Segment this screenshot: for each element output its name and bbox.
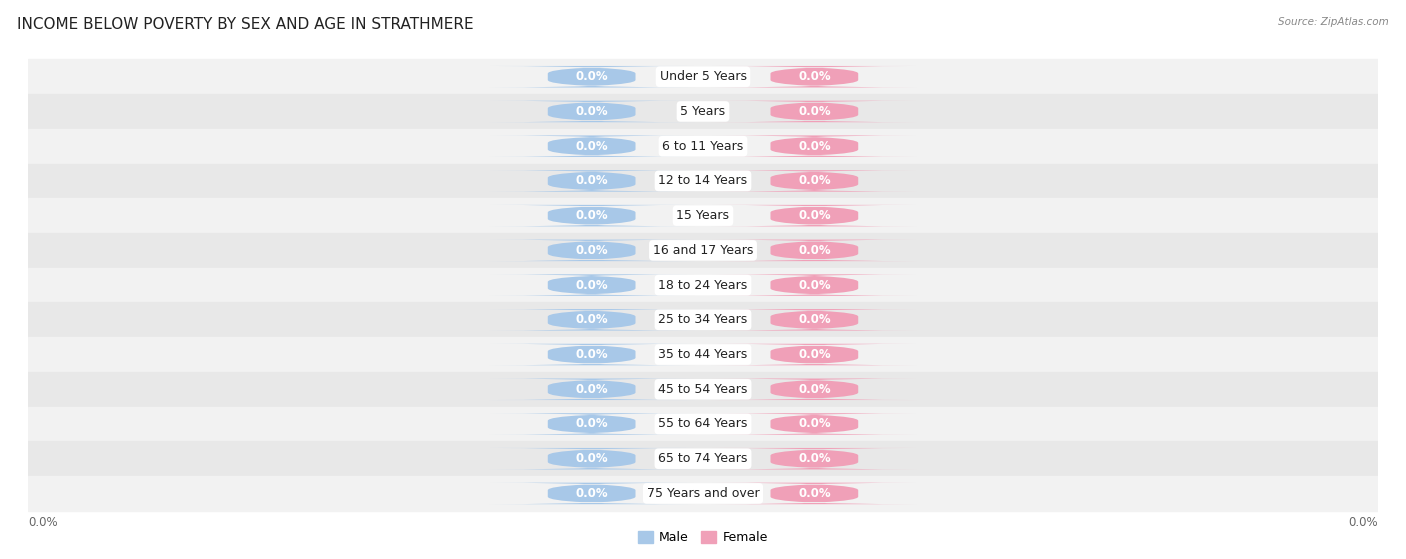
- Text: 0.0%: 0.0%: [799, 313, 831, 326]
- Bar: [28, 372, 1378, 406]
- FancyBboxPatch shape: [711, 205, 917, 226]
- FancyBboxPatch shape: [489, 482, 695, 504]
- Text: INCOME BELOW POVERTY BY SEX AND AGE IN STRATHMERE: INCOME BELOW POVERTY BY SEX AND AGE IN S…: [17, 17, 474, 32]
- Bar: [28, 268, 1378, 302]
- Bar: [28, 406, 1378, 442]
- Text: 0.0%: 0.0%: [799, 70, 831, 83]
- Bar: [28, 129, 1378, 164]
- FancyBboxPatch shape: [711, 378, 917, 400]
- Text: 0.0%: 0.0%: [799, 278, 831, 292]
- Text: 0.0%: 0.0%: [575, 487, 607, 500]
- Text: 65 to 74 Years: 65 to 74 Years: [658, 452, 748, 465]
- FancyBboxPatch shape: [711, 240, 917, 261]
- Text: Under 5 Years: Under 5 Years: [659, 70, 747, 83]
- Text: 0.0%: 0.0%: [575, 278, 607, 292]
- Text: 35 to 44 Years: 35 to 44 Years: [658, 348, 748, 361]
- Text: 0.0%: 0.0%: [575, 70, 607, 83]
- Bar: [28, 442, 1378, 476]
- Text: 0.0%: 0.0%: [575, 383, 607, 396]
- Text: 0.0%: 0.0%: [575, 313, 607, 326]
- Text: 0.0%: 0.0%: [799, 209, 831, 222]
- FancyBboxPatch shape: [489, 309, 695, 330]
- Legend: Male, Female: Male, Female: [633, 526, 773, 549]
- FancyBboxPatch shape: [711, 274, 917, 296]
- Bar: [28, 164, 1378, 198]
- FancyBboxPatch shape: [711, 344, 917, 366]
- FancyBboxPatch shape: [489, 170, 695, 192]
- FancyBboxPatch shape: [489, 448, 695, 470]
- Text: 0.0%: 0.0%: [799, 140, 831, 153]
- Text: 0.0%: 0.0%: [799, 418, 831, 430]
- Text: 0.0%: 0.0%: [799, 487, 831, 500]
- FancyBboxPatch shape: [489, 344, 695, 366]
- Bar: [28, 302, 1378, 337]
- Text: 25 to 34 Years: 25 to 34 Years: [658, 313, 748, 326]
- Text: 0.0%: 0.0%: [799, 452, 831, 465]
- Bar: [28, 59, 1378, 94]
- Text: 55 to 64 Years: 55 to 64 Years: [658, 418, 748, 430]
- FancyBboxPatch shape: [711, 66, 917, 88]
- Bar: [28, 337, 1378, 372]
- Text: 0.0%: 0.0%: [799, 105, 831, 118]
- Text: 0.0%: 0.0%: [575, 105, 607, 118]
- Text: 0.0%: 0.0%: [575, 348, 607, 361]
- Text: 18 to 24 Years: 18 to 24 Years: [658, 278, 748, 292]
- Text: 15 Years: 15 Years: [676, 209, 730, 222]
- FancyBboxPatch shape: [489, 66, 695, 88]
- Text: 45 to 54 Years: 45 to 54 Years: [658, 383, 748, 396]
- Text: 0.0%: 0.0%: [575, 418, 607, 430]
- Text: 0.0%: 0.0%: [575, 244, 607, 257]
- Bar: [28, 476, 1378, 511]
- FancyBboxPatch shape: [711, 448, 917, 470]
- FancyBboxPatch shape: [711, 135, 917, 157]
- FancyBboxPatch shape: [711, 101, 917, 122]
- Bar: [28, 94, 1378, 129]
- Text: 0.0%: 0.0%: [575, 174, 607, 187]
- Text: 0.0%: 0.0%: [575, 209, 607, 222]
- Bar: [28, 233, 1378, 268]
- Text: 75 Years and over: 75 Years and over: [647, 487, 759, 500]
- Text: 0.0%: 0.0%: [799, 174, 831, 187]
- Text: 0.0%: 0.0%: [28, 516, 58, 529]
- FancyBboxPatch shape: [711, 482, 917, 504]
- Bar: [28, 198, 1378, 233]
- FancyBboxPatch shape: [489, 205, 695, 226]
- Text: 0.0%: 0.0%: [575, 452, 607, 465]
- Text: 0.0%: 0.0%: [799, 383, 831, 396]
- FancyBboxPatch shape: [489, 378, 695, 400]
- Text: Source: ZipAtlas.com: Source: ZipAtlas.com: [1278, 17, 1389, 27]
- Text: 0.0%: 0.0%: [799, 244, 831, 257]
- FancyBboxPatch shape: [489, 413, 695, 435]
- FancyBboxPatch shape: [711, 170, 917, 192]
- FancyBboxPatch shape: [489, 274, 695, 296]
- Text: 16 and 17 Years: 16 and 17 Years: [652, 244, 754, 257]
- FancyBboxPatch shape: [711, 309, 917, 330]
- FancyBboxPatch shape: [489, 101, 695, 122]
- Text: 0.0%: 0.0%: [1348, 516, 1378, 529]
- Text: 12 to 14 Years: 12 to 14 Years: [658, 174, 748, 187]
- FancyBboxPatch shape: [711, 413, 917, 435]
- Text: 5 Years: 5 Years: [681, 105, 725, 118]
- Text: 0.0%: 0.0%: [799, 348, 831, 361]
- Text: 0.0%: 0.0%: [575, 140, 607, 153]
- FancyBboxPatch shape: [489, 135, 695, 157]
- FancyBboxPatch shape: [489, 240, 695, 261]
- Text: 6 to 11 Years: 6 to 11 Years: [662, 140, 744, 153]
